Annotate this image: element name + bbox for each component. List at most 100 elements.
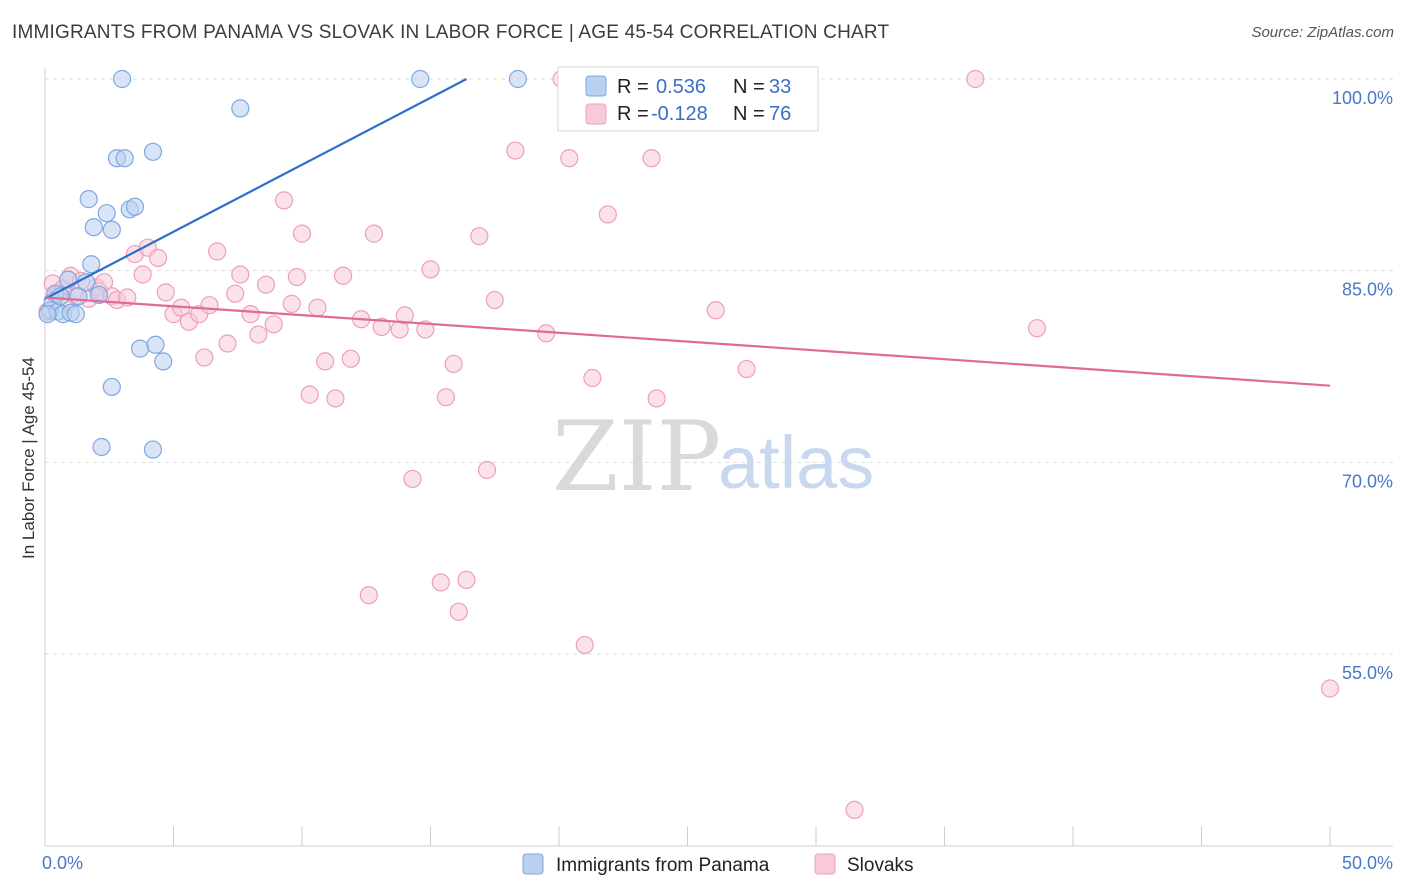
point-slovaks-73 — [845, 800, 864, 819]
point-slovaks-16 — [133, 265, 152, 284]
point-slovaks-32 — [256, 275, 276, 294]
x-tick-labels: 0.0% 50.0% — [42, 853, 1393, 873]
series-legend: Immigrants from Panama Slovaks — [522, 853, 914, 876]
point-panama-29 — [231, 99, 250, 118]
point-slovaks-51 — [416, 320, 435, 339]
point-slovaks-34 — [274, 191, 294, 210]
point-slovaks-31 — [249, 325, 268, 344]
point-slovaks-18 — [148, 248, 168, 267]
source-label: Source: ZipAtlas.com — [1251, 24, 1394, 41]
point-panama-20 — [112, 69, 132, 89]
point-panama-13 — [84, 218, 103, 237]
point-panama-8 — [66, 305, 85, 324]
point-slovaks-36 — [287, 267, 306, 287]
y-tick-label-2: 70.0% — [1342, 471, 1393, 491]
bottom-legend-swatch-panama — [522, 853, 544, 875]
legend-r-label-slovaks: R = — [617, 103, 649, 125]
x-tick-label-0: 0.0% — [42, 853, 83, 873]
point-panama-14 — [89, 285, 109, 305]
point-slovaks-28 — [226, 284, 245, 303]
point-slovaks-74 — [966, 69, 985, 89]
watermark-atlas: atlas — [718, 421, 874, 504]
legend-n-label-slovaks: N = — [733, 103, 765, 125]
y-tick-label-3: 55.0% — [1342, 663, 1393, 683]
y-tick-label-1: 85.0% — [1342, 280, 1393, 300]
point-slovaks-49 — [395, 306, 414, 325]
point-slovaks-47 — [372, 317, 391, 336]
y-axis-label: In Labor Force | Age 45-54 — [19, 357, 38, 559]
point-panama-24 — [130, 339, 150, 358]
point-panama-25 — [143, 142, 163, 161]
legend-swatch-slovaks — [585, 103, 607, 125]
point-slovaks-37 — [292, 224, 312, 243]
point-slovaks-53 — [431, 573, 450, 592]
point-slovaks-58 — [470, 227, 489, 246]
point-slovaks-59 — [477, 460, 497, 480]
point-panama-26 — [143, 440, 163, 459]
point-slovaks-43 — [341, 349, 360, 368]
point-slovaks-25 — [200, 296, 219, 315]
bottom-legend-swatch-slovaks — [814, 853, 836, 875]
point-slovaks-33 — [264, 315, 283, 334]
point-panama-12 — [82, 255, 101, 274]
bottom-legend-label-slovaks: Slovaks — [847, 855, 914, 876]
point-slovaks-46 — [364, 224, 384, 243]
point-slovaks-75 — [1027, 319, 1047, 338]
point-panama-31 — [508, 69, 527, 89]
point-slovaks-68 — [642, 149, 661, 168]
point-panama-11 — [79, 190, 98, 209]
point-slovaks-54 — [436, 388, 456, 407]
watermark-zip: ZIP — [552, 401, 721, 513]
point-slovaks-29 — [231, 265, 250, 284]
point-slovaks-64 — [560, 149, 579, 168]
legend-n-value-slovaks: 76 — [769, 103, 791, 125]
point-slovaks-30 — [241, 305, 260, 324]
point-slovaks-56 — [449, 602, 468, 621]
axes — [44, 68, 1393, 847]
point-panama-30 — [411, 69, 430, 89]
point-slovaks-45 — [359, 586, 378, 605]
trend-line-slovaks — [44, 296, 1331, 387]
point-slovaks-72 — [737, 359, 756, 379]
point-panama-17 — [102, 377, 121, 397]
point-slovaks-57 — [457, 570, 476, 589]
legend-r-value-panama: 0.536 — [656, 76, 706, 98]
point-panama-15 — [92, 437, 111, 457]
watermark: ZIP atlas — [552, 401, 874, 513]
bottom-legend-label-panama: Immigrants from Panama — [556, 855, 770, 876]
legend-r-value-slovaks: -0.128 — [651, 103, 708, 125]
point-slovaks-60 — [485, 290, 504, 310]
point-slovaks-67 — [598, 205, 617, 224]
grid-lines — [45, 78, 1393, 655]
point-slovaks-40 — [316, 352, 335, 371]
data-points — [38, 69, 1340, 819]
legend-n-value-panama: 33 — [769, 76, 791, 98]
point-slovaks-61 — [506, 141, 525, 160]
correlation-legend: R = 0.536 N = 33 R = -0.128 N = 76 — [557, 66, 819, 132]
point-panama-28 — [154, 352, 173, 371]
point-slovaks-19 — [156, 283, 175, 302]
legend-r-label-panama: R = — [617, 76, 649, 98]
point-panama-16 — [97, 204, 116, 223]
chart-title: IMMIGRANTS FROM PANAMA VS SLOVAK IN LABO… — [12, 22, 890, 43]
trend-line-panama — [44, 78, 467, 300]
point-slovaks-52 — [421, 260, 440, 279]
x-tick-label-1: 50.0% — [1342, 853, 1393, 873]
point-slovaks-39 — [308, 298, 327, 317]
point-slovaks-26 — [208, 242, 227, 261]
point-slovaks-71 — [706, 301, 725, 320]
legend-n-label-panama: N = — [733, 76, 765, 98]
point-slovaks-35 — [282, 294, 301, 313]
point-panama-21 — [115, 149, 134, 168]
point-panama-23 — [125, 197, 145, 216]
point-slovaks-24 — [195, 348, 214, 367]
y-tick-labels: 100.0% 85.0% 70.0% 55.0% — [1332, 88, 1393, 683]
point-slovaks-55 — [444, 354, 463, 374]
point-panama-32 — [38, 305, 57, 324]
trend-lines — [44, 78, 1331, 387]
point-slovaks-65 — [575, 635, 594, 655]
point-slovaks-69 — [647, 389, 666, 408]
point-slovaks-50 — [403, 469, 422, 489]
point-slovaks-41 — [326, 389, 345, 408]
